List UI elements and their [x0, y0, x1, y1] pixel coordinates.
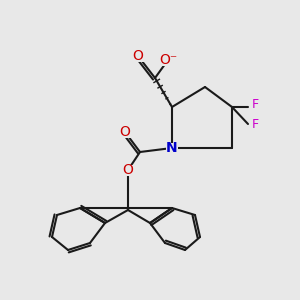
Text: F: F	[251, 98, 259, 112]
FancyBboxPatch shape	[249, 100, 261, 110]
FancyBboxPatch shape	[166, 142, 178, 154]
Text: F: F	[251, 118, 259, 131]
FancyBboxPatch shape	[132, 50, 144, 62]
Text: O⁻: O⁻	[159, 53, 177, 67]
Text: O: O	[120, 125, 130, 139]
Text: O: O	[123, 163, 134, 177]
FancyBboxPatch shape	[119, 127, 131, 137]
FancyBboxPatch shape	[122, 164, 134, 175]
Text: O: O	[133, 49, 143, 63]
FancyBboxPatch shape	[249, 119, 261, 130]
Text: N: N	[166, 141, 178, 155]
FancyBboxPatch shape	[161, 55, 175, 65]
